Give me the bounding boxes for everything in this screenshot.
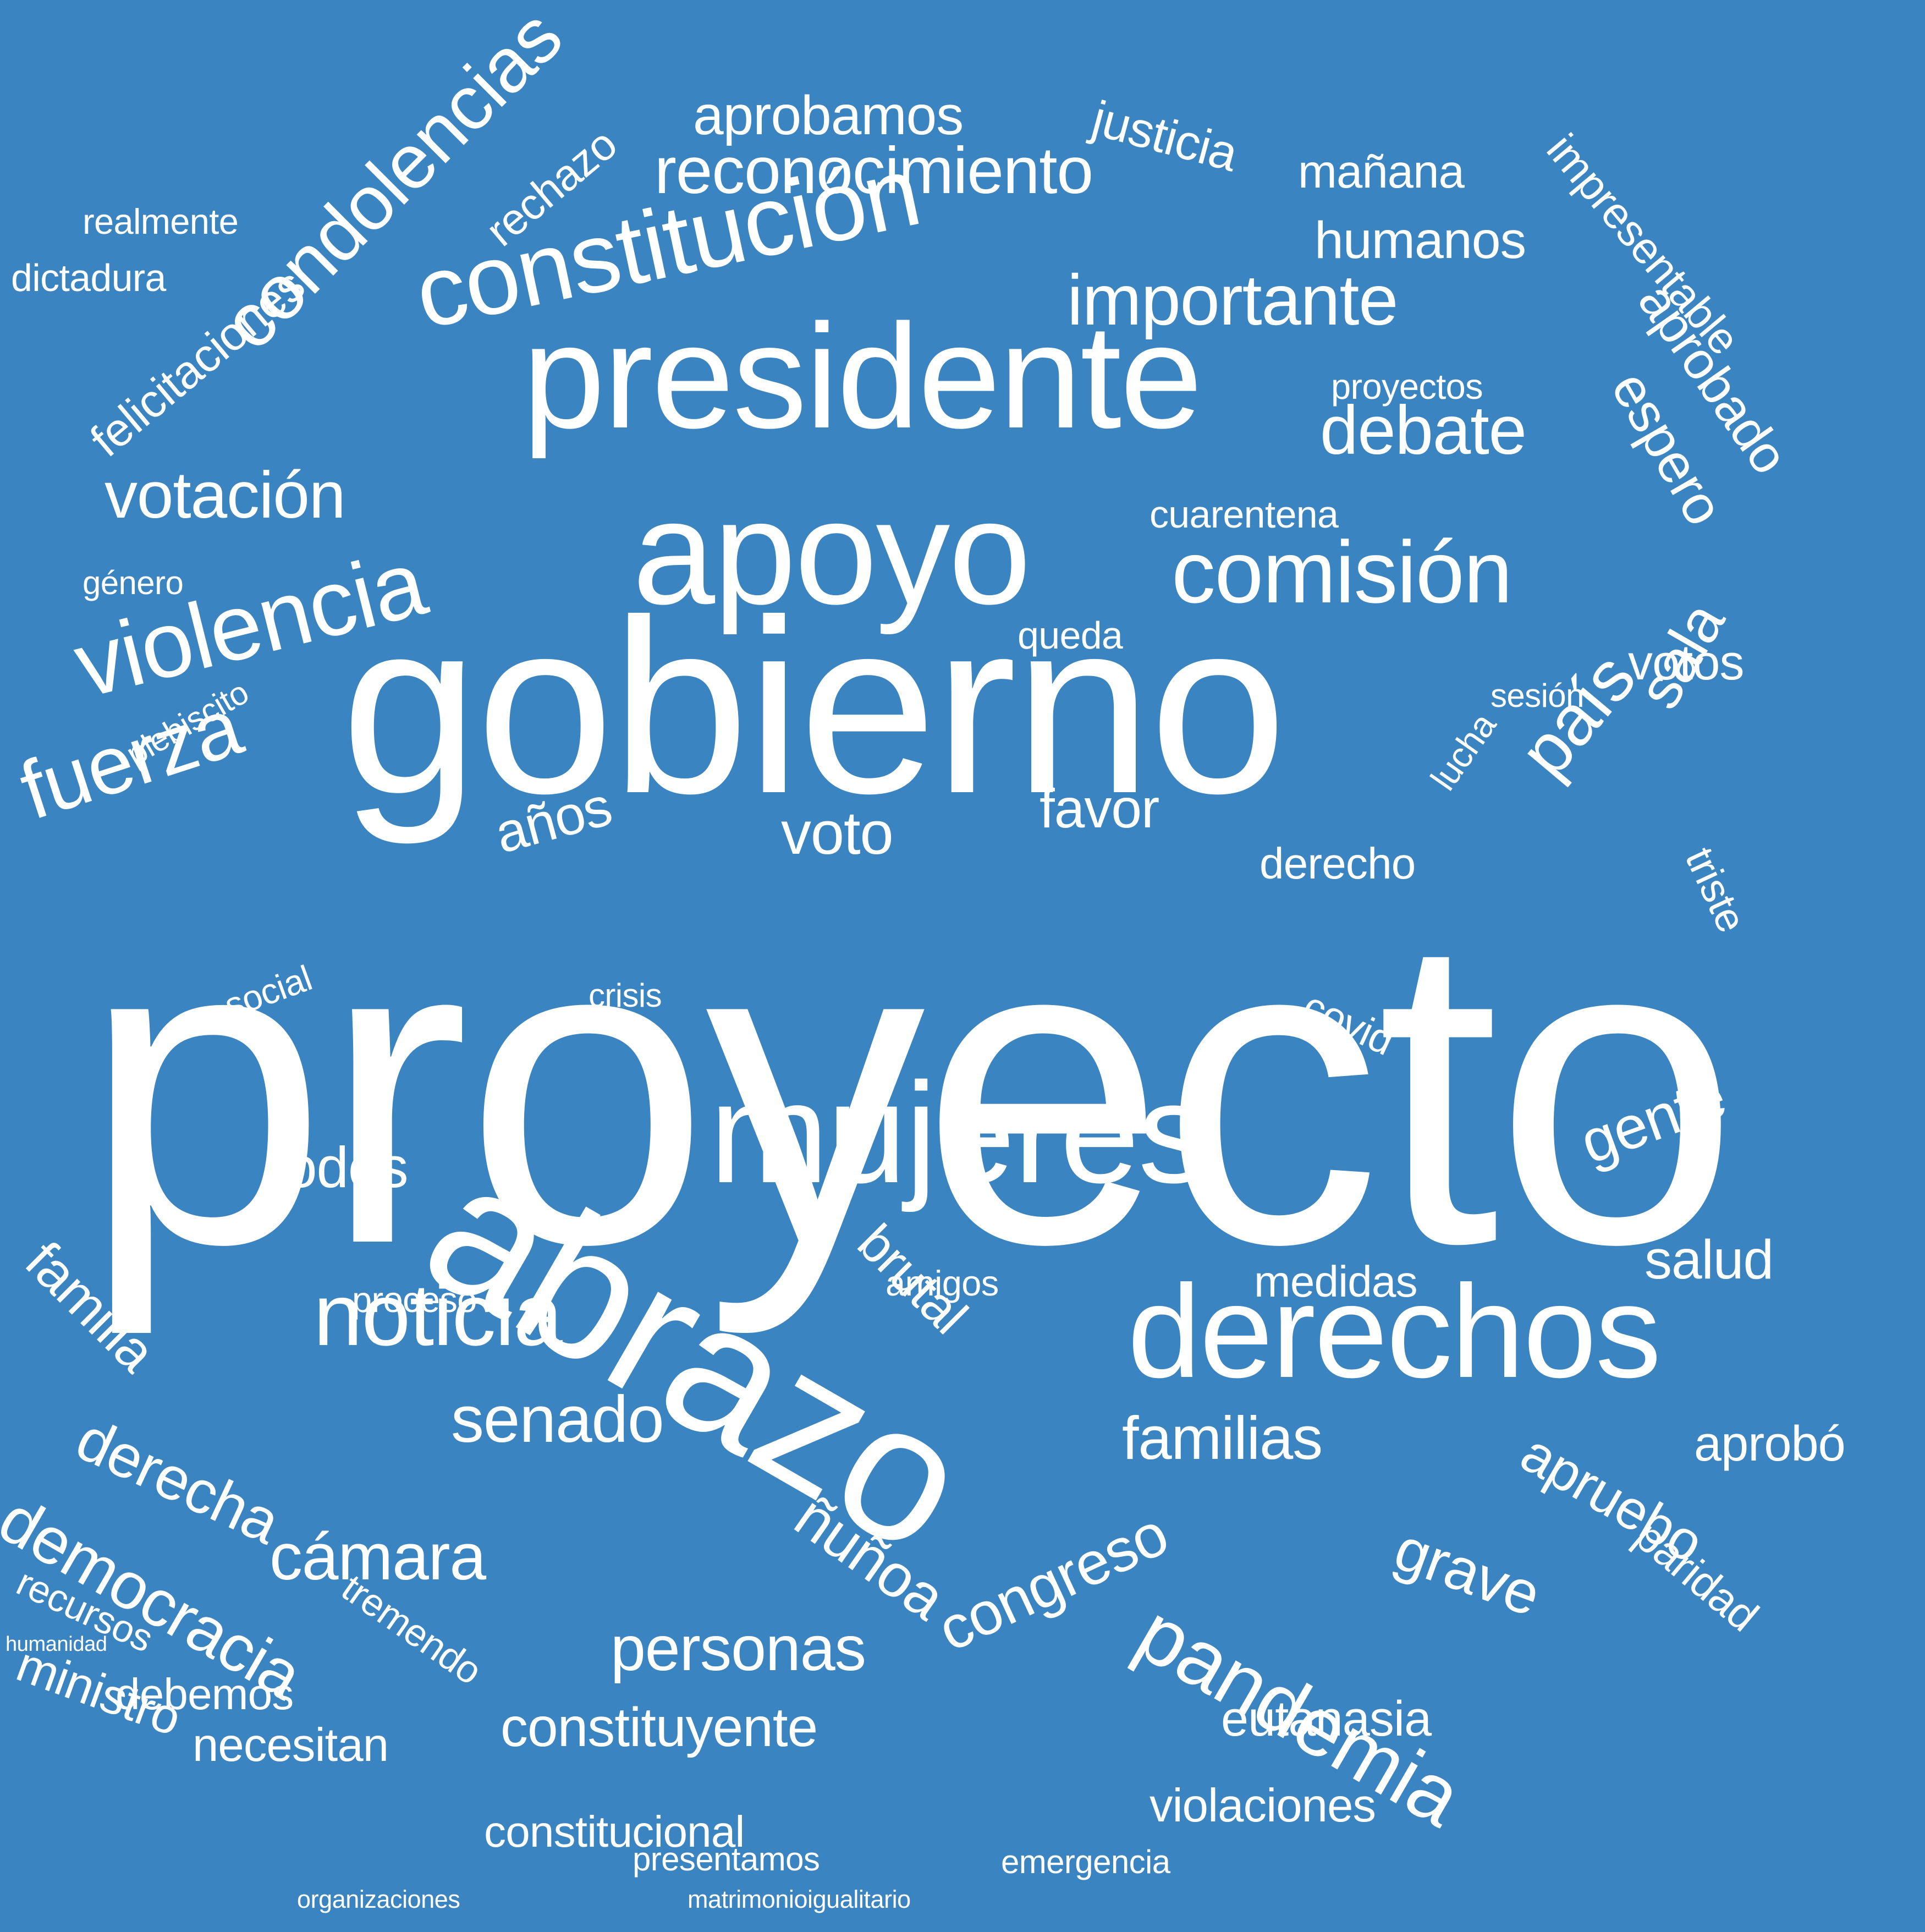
cloud-word: constituyente: [501, 1697, 818, 1758]
cloud-word: salud: [1645, 1229, 1774, 1291]
cloud-word: presidente: [522, 294, 1203, 459]
cloud-word: amigos: [886, 1263, 999, 1303]
cloud-word: humanos: [1314, 211, 1526, 270]
cloud-word: violaciones: [1150, 1780, 1376, 1832]
cloud-word: todos: [270, 1135, 409, 1200]
cloud-word: dictadura: [11, 256, 166, 299]
cloud-word: queda: [1018, 614, 1123, 657]
cloud-word: medidas: [1254, 1257, 1418, 1306]
cloud-word: proyecto: [82, 843, 1739, 1335]
cloud-word: sesión: [1491, 677, 1584, 714]
cloud-word: eutanasia: [1221, 1692, 1432, 1747]
cloud-word: proceso: [352, 1280, 477, 1320]
cloud-word: aprobó: [1694, 1417, 1846, 1472]
cloud-word: familias: [1122, 1404, 1323, 1472]
cloud-word: voto: [781, 799, 894, 867]
cloud-word: mujeres: [710, 1053, 1209, 1213]
cloud-word: debemos: [116, 1670, 294, 1719]
cloud-word: emergencia: [1001, 1843, 1170, 1880]
cloud-word: matrimonioigualitario: [688, 1885, 911, 1913]
cloud-word: humanidad: [6, 1633, 107, 1656]
cloud-word: importante: [1067, 260, 1399, 340]
cloud-word: cámara: [270, 1520, 486, 1594]
cloud-word: proyectos: [1331, 366, 1483, 407]
cloud-word: necesitan: [193, 1719, 389, 1771]
cloud-word: votación: [105, 458, 346, 532]
cloud-word: crisis: [588, 977, 662, 1014]
cloud-word: justicia: [1086, 91, 1244, 183]
cloud-word: noticia: [314, 1265, 563, 1364]
cloud-word: personas: [610, 1613, 866, 1684]
cloud-word: realmente: [82, 201, 239, 241]
cloud-word: comisión: [1172, 523, 1513, 621]
cloud-word: constitucional: [484, 1807, 745, 1856]
cloud-word: grave: [1386, 1514, 1549, 1629]
cloud-word: aprobamos: [693, 85, 964, 146]
cloud-word: organizaciones: [297, 1885, 460, 1913]
cloud-word: cuarentena: [1150, 493, 1339, 536]
cloud-word: derechos: [1128, 1258, 1662, 1405]
cloud-word: reconocimiento: [654, 134, 1093, 207]
cloud-word: presentamos: [632, 1841, 820, 1878]
cloud-word: derecho: [1260, 839, 1416, 888]
cloud-word: lucha: [1422, 706, 1504, 798]
cloud-word: apoyo: [632, 470, 1031, 635]
cloud-word: senado: [451, 1382, 664, 1456]
cloud-word: género: [82, 564, 184, 601]
cloud-word: gobierno: [341, 569, 1287, 845]
cloud-word: favor: [1040, 778, 1159, 839]
cloud-word: votos: [1628, 635, 1745, 690]
cloud-word: mañana: [1298, 146, 1465, 198]
cloud-word: país: [1503, 638, 1651, 792]
cloud-word: debate: [1320, 392, 1527, 469]
